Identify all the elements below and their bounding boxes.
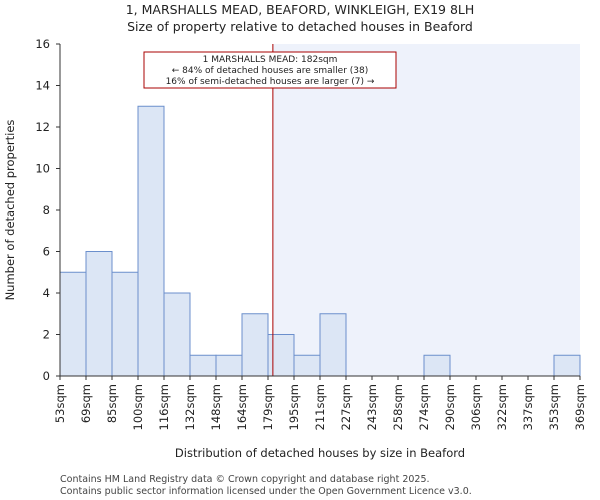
y-tick-label: 14 (35, 79, 50, 93)
annotation-box: 1 MARSHALLS MEAD: 182sqm ← 84% of detach… (143, 51, 397, 89)
bar-116sqm (163, 292, 191, 377)
y-tick-label: 10 (35, 162, 50, 176)
x-tick-label: 116sqm (157, 384, 171, 430)
highlight-region (272, 44, 580, 376)
x-tick-label: 164sqm (235, 384, 249, 430)
chart-subtitle: Size of property relative to detached ho… (127, 19, 473, 34)
bar-53sqm (59, 271, 87, 377)
x-tick-label: 148sqm (209, 384, 223, 430)
x-axis-label: Distribution of detached houses by size … (175, 446, 465, 460)
x-tick-label: 290sqm (443, 384, 457, 430)
bar-274sqm (423, 354, 451, 377)
x-tick-label: 211sqm (313, 384, 327, 430)
y-axis-label: Number of detached properties (3, 120, 17, 301)
bar-211sqm (319, 313, 347, 377)
bar-179sqm (267, 334, 295, 377)
y-tick-label: 4 (43, 286, 50, 300)
annotation-line-2: ← 84% of detached houses are smaller (38… (172, 66, 369, 76)
x-tick-label: 322sqm (495, 384, 509, 430)
x-tick-label: 132sqm (183, 384, 197, 430)
x-tick-label: 258sqm (391, 384, 405, 430)
y-tick-label: 6 (43, 245, 50, 259)
bar-353sqm (553, 354, 581, 377)
footer-line-2: Contains public sector information licen… (60, 486, 472, 497)
y-tick-label: 8 (43, 203, 50, 217)
x-tick-label: 274sqm (417, 384, 431, 430)
y-tick-label: 16 (35, 37, 50, 51)
annotation-line-3: 16% of semi-detached houses are larger (… (166, 77, 375, 87)
bar-132sqm (189, 354, 217, 377)
bar-195sqm (293, 354, 321, 377)
x-tick-label: 179sqm (261, 384, 275, 430)
x-tick-label: 53sqm (53, 384, 67, 423)
bar-100sqm (137, 105, 165, 377)
x-tick-label: 69sqm (79, 384, 93, 423)
x-tick-label: 306sqm (469, 384, 483, 430)
y-tick-label: 2 (43, 328, 50, 342)
x-tick-label: 227sqm (339, 384, 353, 430)
bars-group (59, 105, 581, 377)
bar-85sqm (111, 271, 139, 377)
x-tick-label: 353sqm (547, 384, 561, 430)
footer-line-1: Contains HM Land Registry data © Crown c… (60, 474, 430, 485)
chart-title: 1, MARSHALLS MEAD, BEAFORD, WINKLEIGH, E… (126, 2, 475, 17)
y-tick-label: 0 (43, 369, 50, 383)
y-tick-label: 12 (35, 120, 50, 134)
bar-164sqm (241, 313, 269, 377)
x-tick-label: 243sqm (365, 384, 379, 430)
x-ticks: 53sqm 69sqm 85sqm 100sqm 116sqm 132sqm 148sqm 1… (53, 376, 587, 430)
x-tick-label: 100sqm (131, 384, 145, 430)
annotation-frame (143, 51, 397, 89)
y-ticks: 0 2 4 6 8 10 12 14 16 (35, 37, 60, 383)
x-tick-label: 369sqm (573, 384, 587, 430)
x-tick-label: 337sqm (521, 384, 535, 430)
bar-148sqm (215, 354, 243, 377)
x-tick-label: 85sqm (105, 384, 119, 423)
annotation-line-1: 1 MARSHALLS MEAD: 182sqm (203, 55, 338, 65)
bar-69sqm (85, 251, 113, 377)
x-tick-label: 195sqm (287, 384, 301, 430)
